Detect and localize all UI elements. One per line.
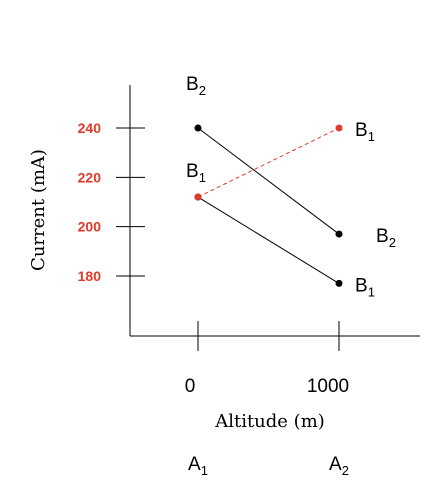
data-points [194, 124, 343, 287]
series-line [197, 127, 340, 235]
y-axis-title: Current (mA) [28, 149, 49, 271]
x-level-label: A2 [329, 454, 349, 478]
x-level-label: A1 [188, 454, 208, 478]
point-label: B2 [376, 226, 396, 250]
y-ticks: 180 200 220 240 [78, 120, 145, 284]
series-line [197, 127, 340, 198]
data-point [335, 279, 343, 287]
point-label: B1 [355, 120, 375, 144]
point-labels: B2 B1 B1 B2 B1 [186, 74, 396, 299]
x-ticks: 0 1000 [185, 321, 349, 397]
point-label: B1 [186, 161, 206, 185]
point-label: B2 [186, 74, 206, 98]
x-tick-label: 1000 [307, 376, 349, 397]
data-point [194, 124, 202, 132]
data-point [335, 230, 343, 238]
data-point [335, 124, 343, 132]
axes [129, 85, 420, 337]
y-tick-label: 180 [78, 268, 102, 284]
y-tick-label: 220 [78, 169, 102, 185]
x-axis-title: Altitude (m) [214, 411, 325, 432]
point-label: B1 [355, 275, 375, 299]
x-tick-label: 0 [185, 376, 196, 397]
series-lines [197, 127, 340, 284]
x-level-labels: A1 A2 [188, 454, 349, 478]
data-point [194, 193, 202, 201]
y-tick-label: 240 [78, 120, 102, 136]
series-line [197, 196, 340, 284]
y-tick-label: 200 [78, 219, 102, 235]
